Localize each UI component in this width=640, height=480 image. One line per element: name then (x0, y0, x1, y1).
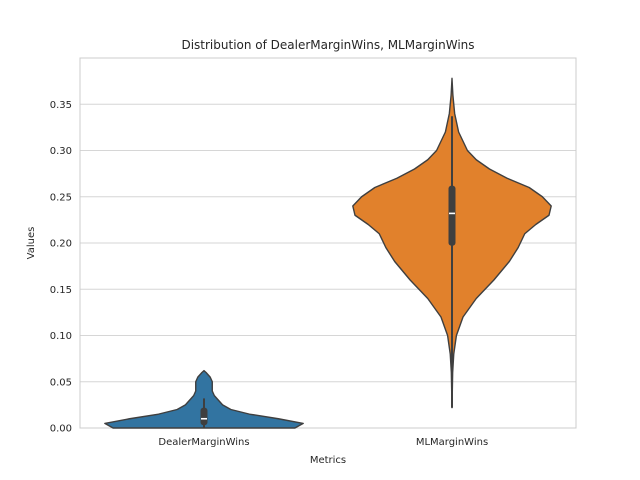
x-axis-ticks: DealerMarginWins MLMarginWins (158, 437, 488, 448)
y-tick-label: 0.25 (50, 192, 72, 203)
y-tick-label: 0.00 (50, 424, 72, 435)
x-tick-label: DealerMarginWins (158, 437, 249, 448)
gridlines (80, 103, 576, 429)
violin-iqr-box (200, 407, 208, 426)
y-axis-ticks: 0.00 0.05 0.10 0.15 0.20 0.25 0.30 0.35 (50, 100, 72, 435)
violin-iqr-box (448, 185, 456, 246)
y-axis-label: Values (26, 227, 37, 260)
y-tick-label: 0.30 (50, 146, 72, 157)
x-tick-label: MLMarginWins (416, 437, 488, 448)
x-axis-label: Metrics (310, 455, 346, 466)
violins (104, 77, 552, 429)
y-tick-label: 0.35 (50, 100, 72, 111)
chart-title: Distribution of DealerMarginWins, MLMarg… (181, 38, 474, 52)
y-tick-label: 0.20 (50, 239, 72, 250)
y-tick-label: 0.10 (50, 331, 72, 342)
y-tick-label: 0.05 (50, 377, 72, 388)
plot-area-border (79, 57, 577, 429)
y-tick-label: 0.15 (50, 285, 72, 296)
